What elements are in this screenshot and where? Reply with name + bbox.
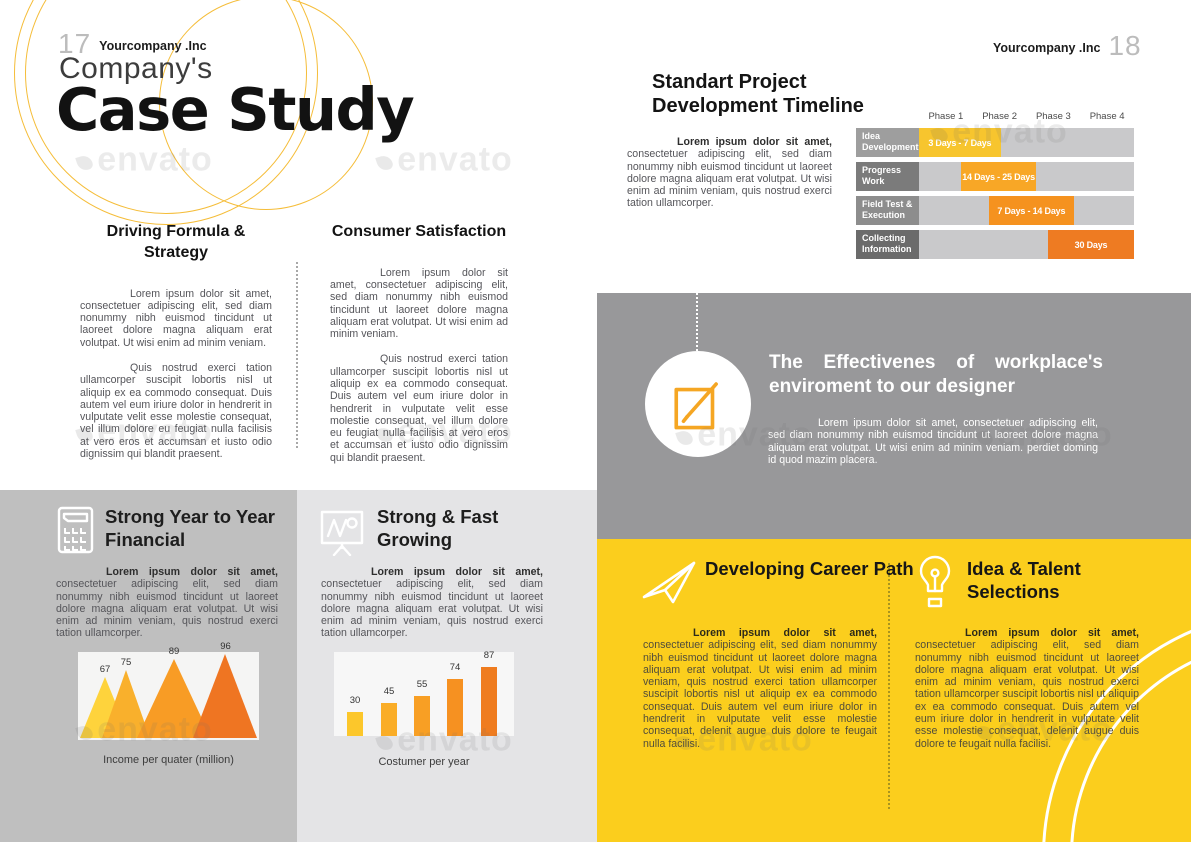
panel-divider-dotted bbox=[888, 563, 890, 809]
column-paragraph: Lorem ipsum dolor sit amet, consectetuer… bbox=[80, 287, 272, 349]
gantt-phase-label: Phase 4 bbox=[1089, 111, 1125, 122]
growing-heading: Strong & Fast Growing bbox=[377, 506, 499, 550]
paragraph-lead: Lorem ipsum dolor sit amet, bbox=[965, 627, 1139, 639]
dotted-line bbox=[696, 293, 698, 351]
paper-plane-icon bbox=[642, 561, 696, 604]
gantt-track: 3 Days - 7 Days bbox=[919, 128, 1134, 157]
gantt-row-label: Idea Development bbox=[856, 128, 919, 157]
gantt-row: Field Test & Execution 7 Days - 14 Days bbox=[856, 196, 1134, 225]
triangle-value: 89 bbox=[168, 646, 180, 657]
page-title: Case Study bbox=[56, 75, 415, 144]
title-pretext: Company's bbox=[59, 52, 213, 85]
bar-shape bbox=[481, 667, 497, 736]
column-driving-formula: Driving Formula & Strategy Lorem ipsum d… bbox=[80, 222, 272, 473]
growing-paragraph: Lorem ipsum dolor sit amet, consectetuer… bbox=[321, 566, 543, 640]
effectiveness-paragraph: Lorem ipsum dolor sit amet, consectetuer… bbox=[768, 417, 1098, 466]
paragraph-lead: Lorem ipsum dolor sit amet, bbox=[106, 566, 278, 578]
gantt-row: Progress Work 14 Days - 25 Days bbox=[856, 162, 1134, 191]
effectiveness-heading: The Effectivenes of workplace's envirome… bbox=[769, 352, 1103, 398]
career-paragraph: Lorem ipsum dolor sit amet, consectetuer… bbox=[643, 627, 877, 750]
gantt-track: 7 Days - 14 Days bbox=[919, 196, 1134, 225]
page-number: 17 bbox=[58, 28, 92, 59]
gantt-track: 14 Days - 25 Days bbox=[919, 162, 1134, 191]
column-paragraph: Quis nostrud exerci tation ullamcorper s… bbox=[330, 353, 508, 464]
bar-shape bbox=[414, 696, 430, 736]
effectiveness-panel: The Effectivenes of workplace's envirome… bbox=[597, 293, 1191, 539]
gantt-phase-row: Phase 1 Phase 2 Phase 3 Phase 4 bbox=[919, 111, 1134, 128]
triangle-value: 75 bbox=[120, 657, 132, 668]
paragraph-rest: consectetuer adipiscing elit, sed diam n… bbox=[56, 578, 278, 640]
bar-value: 30 bbox=[349, 695, 361, 706]
triangle-value: 67 bbox=[99, 664, 111, 675]
column-divider-dotted bbox=[296, 262, 298, 448]
financial-paragraph: Lorem ipsum dolor sit amet, consectetuer… bbox=[56, 566, 278, 640]
financial-heading: Strong Year to Year Financial bbox=[105, 506, 276, 550]
gantt-phase-label: Phase 3 bbox=[1035, 111, 1071, 122]
paragraph-rest: consectetuer adipiscing elit, sed diam n… bbox=[915, 639, 1139, 750]
bar-value: 74 bbox=[449, 662, 461, 673]
paragraph-lead: Lorem ipsum dolor sit amet, bbox=[371, 566, 543, 578]
column-paragraph: Quis nostrud exerci tation ullamcorper s… bbox=[80, 362, 272, 460]
career-heading: Developing Career Path bbox=[705, 558, 914, 579]
right-page-header: Yourcompany .Inc 18 bbox=[993, 32, 1142, 60]
bar-value: 87 bbox=[483, 650, 495, 661]
gantt-bar: 30 Days bbox=[1048, 230, 1134, 259]
decorative-arc-right bbox=[159, 0, 373, 210]
paragraph-lead: Lorem ipsum dolor sit amet, bbox=[693, 627, 877, 639]
paragraph-rest: consectetuer adipiscing elit, sed diam n… bbox=[321, 578, 543, 640]
gantt-bar: 14 Days - 25 Days bbox=[960, 162, 1037, 191]
column-consumer-satisfaction: Consumer Satisfaction Lorem ipsum dolor … bbox=[330, 222, 508, 477]
triangle-chart: 67 75 89 96 bbox=[78, 641, 259, 740]
growing-panel: Strong & Fast Growing Lorem ipsum dolor … bbox=[297, 490, 597, 842]
bar-value: 45 bbox=[383, 686, 395, 697]
gantt-rows: Idea Development 3 Days - 7 Days Progress … bbox=[856, 128, 1134, 259]
financial-panel: Strong Year to Year Financial Lorem ipsu… bbox=[0, 490, 297, 842]
bar-shape bbox=[381, 703, 397, 736]
gantt-row: Idea Development 3 Days - 7 Days bbox=[856, 128, 1134, 157]
column-heading: Consumer Satisfaction bbox=[331, 223, 507, 240]
gantt-row-label: Progress Work bbox=[856, 162, 919, 191]
gantt-phase-label: Phase 1 bbox=[928, 111, 964, 122]
paragraph-rest: consectetuer adipiscing elit, sed diam n… bbox=[643, 639, 877, 750]
gantt-row-label: Field Test & Execution bbox=[856, 196, 919, 225]
talent-paragraph: Lorem ipsum dolor sit amet, consectetuer… bbox=[915, 627, 1139, 750]
edit-icon-circle bbox=[645, 351, 751, 457]
company-name: Yourcompany .Inc bbox=[99, 39, 207, 53]
column-paragraph: Lorem ipsum dolor sit amet, consectetuer… bbox=[330, 266, 508, 341]
gantt-chart: Phase 1 Phase 2 Phase 3 Phase 4 Idea Develo… bbox=[856, 111, 1134, 264]
timeline-paragraph: Lorem ipsum dolor sit amet, consectetuer… bbox=[627, 136, 832, 210]
bar-shape bbox=[347, 712, 363, 736]
lightbulb-icon bbox=[919, 555, 951, 608]
bar-value: 55 bbox=[416, 679, 428, 690]
bar-chart: 30 45 55 74 87 bbox=[334, 650, 514, 736]
bar-shape bbox=[447, 679, 463, 736]
calculator-icon bbox=[57, 506, 94, 554]
presentation-chart-icon bbox=[320, 510, 364, 556]
chart-caption: Costumer per year bbox=[378, 756, 470, 768]
triangle-shape bbox=[193, 654, 257, 738]
gantt-track: 30 Days bbox=[919, 230, 1134, 259]
gantt-row-label: Collecting Information bbox=[856, 230, 919, 259]
left-page-header: 17 Yourcompany .Inc bbox=[58, 30, 207, 58]
page-number: 18 bbox=[1108, 30, 1142, 61]
company-name: Yourcompany .Inc bbox=[993, 41, 1101, 55]
career-talent-panel: Developing Career Path Lorem ipsum dolor… bbox=[597, 539, 1191, 842]
watermark: envato bbox=[377, 141, 513, 180]
talent-heading: Idea & Talent Selections bbox=[967, 558, 1081, 603]
gantt-bar: 7 Days - 14 Days bbox=[988, 196, 1074, 225]
chart-caption: Income per quater (million) bbox=[103, 754, 234, 766]
gantt-row: Collecting Information 30 Days bbox=[856, 230, 1134, 259]
gantt-phase-label: Phase 2 bbox=[982, 111, 1018, 122]
triangle-value: 96 bbox=[220, 641, 231, 652]
paragraph-rest: consectetuer adipiscing elit, sed diam n… bbox=[627, 148, 832, 210]
paragraph-lead: Lorem ipsum dolor sit amet, bbox=[677, 136, 832, 148]
pencil-edit-icon bbox=[674, 382, 718, 430]
timeline-heading: Standart Project Development Timeline bbox=[652, 71, 864, 118]
column-heading: Driving Formula & Strategy bbox=[106, 223, 246, 261]
gantt-bar: 3 Days - 7 Days bbox=[919, 128, 1001, 157]
